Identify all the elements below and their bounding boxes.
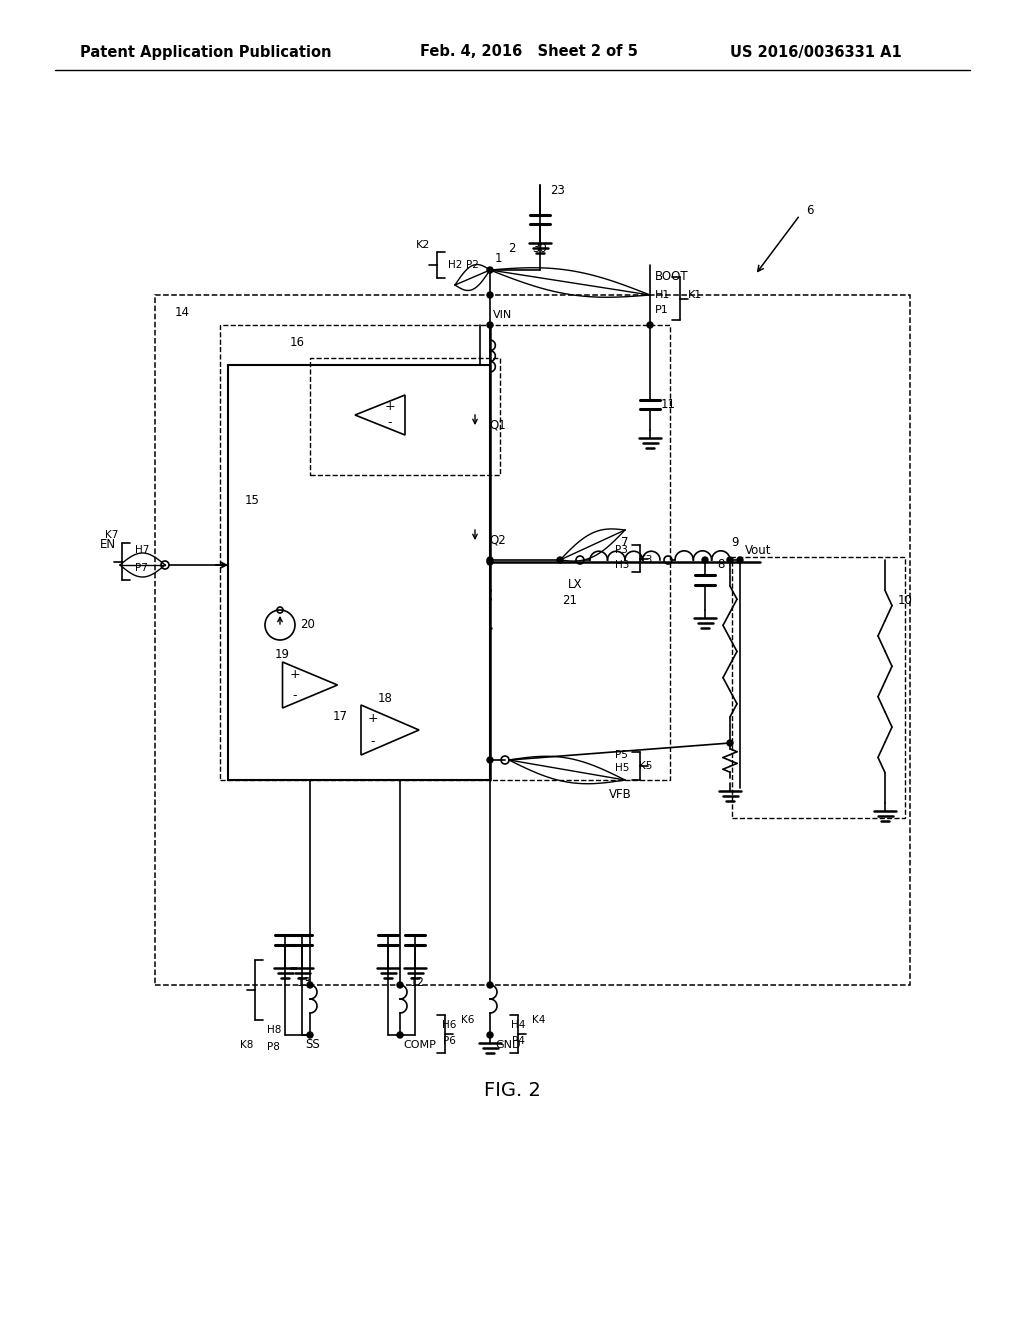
Bar	[732, 557, 905, 818]
Text: K2: K2	[416, 240, 430, 249]
Circle shape	[487, 558, 493, 565]
Text: Patent Application Publication: Patent Application Publication	[80, 45, 332, 59]
Circle shape	[647, 322, 653, 327]
Text: 17: 17	[333, 710, 347, 723]
Text: 13: 13	[297, 975, 311, 989]
Text: 2: 2	[508, 242, 516, 255]
Text: K4: K4	[532, 1015, 546, 1026]
Text: K8: K8	[240, 1040, 253, 1049]
Text: 1: 1	[495, 252, 502, 264]
Text: P3: P3	[615, 545, 628, 554]
Text: 23: 23	[551, 183, 565, 197]
Circle shape	[487, 756, 493, 763]
Text: 16: 16	[290, 337, 305, 350]
Circle shape	[307, 1032, 313, 1038]
Circle shape	[727, 741, 733, 746]
Text: Vout: Vout	[745, 544, 771, 557]
Circle shape	[397, 1032, 403, 1038]
Text: 30: 30	[532, 242, 548, 255]
Circle shape	[397, 982, 403, 987]
Text: 19: 19	[275, 648, 290, 661]
Text: 15: 15	[245, 494, 260, 507]
Text: 11: 11	[660, 399, 676, 412]
Circle shape	[487, 267, 493, 273]
Text: H8: H8	[267, 1026, 282, 1035]
Text: H5: H5	[615, 763, 630, 774]
Text: +: +	[290, 668, 300, 681]
Bar	[220, 325, 670, 780]
Text: FIG. 2: FIG. 2	[483, 1081, 541, 1100]
Text: P4: P4	[512, 1036, 524, 1045]
Text: P2: P2	[466, 260, 479, 271]
Text: +: +	[368, 711, 378, 725]
Text: 21: 21	[562, 594, 578, 606]
Text: 14: 14	[175, 306, 190, 319]
Text: P6: P6	[442, 1036, 456, 1045]
Text: H4: H4	[511, 1020, 525, 1030]
Text: H6: H6	[441, 1020, 456, 1030]
Circle shape	[737, 557, 743, 564]
Text: BOOT: BOOT	[655, 271, 688, 284]
Text: 8: 8	[718, 558, 725, 572]
Text: P1: P1	[655, 305, 669, 315]
Text: P8: P8	[267, 1041, 280, 1052]
Text: K7: K7	[104, 531, 118, 540]
Text: LX: LX	[567, 578, 583, 591]
Circle shape	[487, 982, 493, 987]
Text: VIN: VIN	[493, 310, 512, 319]
Text: P7: P7	[135, 564, 147, 573]
Text: 9: 9	[731, 536, 738, 549]
Text: COMP: COMP	[403, 1040, 436, 1049]
Circle shape	[702, 557, 708, 564]
Circle shape	[487, 292, 493, 298]
Text: -: -	[293, 689, 297, 702]
Circle shape	[307, 982, 313, 987]
Text: VFB: VFB	[608, 788, 632, 801]
Text: SS: SS	[305, 1039, 321, 1052]
Circle shape	[557, 557, 563, 564]
Text: Q2: Q2	[489, 533, 507, 546]
Bar	[310, 358, 500, 475]
Text: GND: GND	[495, 1040, 520, 1049]
Text: -: -	[371, 735, 375, 748]
Text: P5: P5	[615, 750, 628, 760]
Circle shape	[487, 557, 493, 564]
Bar	[155, 294, 910, 985]
Circle shape	[487, 322, 493, 327]
Text: K3: K3	[639, 554, 652, 565]
Text: H1: H1	[655, 290, 671, 300]
Text: 20: 20	[300, 619, 314, 631]
Text: -: -	[388, 417, 392, 429]
Circle shape	[727, 557, 733, 564]
Text: 6: 6	[806, 203, 814, 216]
Text: H2: H2	[449, 260, 463, 271]
Text: K6: K6	[461, 1015, 474, 1026]
Text: 12: 12	[410, 975, 425, 989]
Text: 7: 7	[622, 536, 629, 549]
Bar	[228, 366, 490, 780]
Text: EN: EN	[100, 539, 116, 552]
Text: H7: H7	[135, 545, 150, 554]
Text: Q1: Q1	[489, 418, 507, 432]
Text: K5: K5	[639, 762, 652, 771]
Text: 10: 10	[898, 594, 912, 606]
Text: 18: 18	[378, 692, 392, 705]
Text: H3: H3	[615, 560, 630, 570]
Text: +: +	[385, 400, 395, 413]
Text: US 2016/0036331 A1: US 2016/0036331 A1	[730, 45, 902, 59]
Circle shape	[487, 1032, 493, 1038]
Text: Feb. 4, 2016   Sheet 2 of 5: Feb. 4, 2016 Sheet 2 of 5	[420, 45, 638, 59]
Text: K1: K1	[688, 290, 702, 300]
